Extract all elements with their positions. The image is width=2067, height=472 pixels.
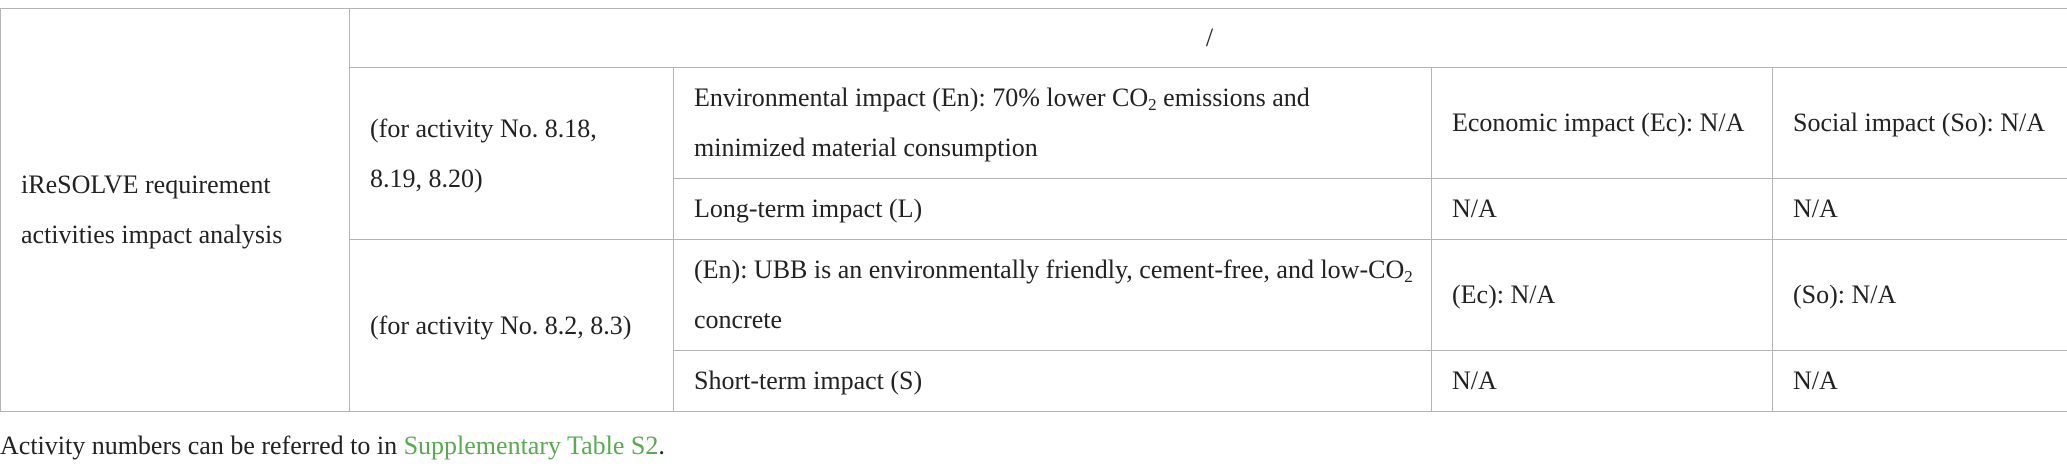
group-a-term-economic-cell: N/A [1431,178,1773,240]
group-b-social-cell: (So): N/A [1771,239,2067,351]
group-a-environmental-text-end: emissions and minimized material consump… [694,83,1310,162]
table-row: Short-term impact (S) N/A N/A [1,350,2067,412]
group-b-label-cell: (for activity No. 8.2, 8.3) [349,239,674,412]
group-b-environmental-text: (En): UBB is an environmentally friendly… [694,255,1405,284]
table-footnote: Activity numbers can be referred to in S… [0,426,665,466]
table-header-row: iReSOLVE requirement activities impact a… [0,8,2067,412]
impact-analysis-table-container: iReSOLVE requirement activities impact a… [0,8,2067,412]
group-a-environmental-cell: Environmental impact (En): 70% lower CO2… [673,67,1432,179]
co2-subscript: 2 [1404,267,1413,286]
row-header-cell: iReSOLVE requirement activities impact a… [0,8,350,412]
group-b-environmental-text-end: concrete [694,305,783,334]
group-b-economic-cell: (Ec): N/A [1431,239,1773,351]
impact-analysis-table: iReSOLVE requirement activities impact a… [0,8,2067,412]
top-header-cell: / [348,8,2067,68]
footnote-period: . [658,431,665,460]
group-b-environmental-cell: (En): UBB is an environmentally friendly… [673,239,1432,351]
group-a-social-cell: Social impact (So): N/A [1771,67,2067,179]
group-a-term-social-cell: N/A [1771,178,2067,240]
group-a-environmental-text: Environmental impact (En): 70% lower CO [694,83,1149,112]
group-b-term-economic-cell: N/A [1431,350,1773,412]
co2-subscript: 2 [1148,95,1157,114]
group-b-impact-term-cell: Short-term impact (S) [673,350,1432,412]
supplementary-table-link[interactable]: Supplementary Table S2 [403,431,659,460]
group-b-term-social-cell: N/A [1771,350,2067,412]
table-row: (for activity No. 8.2, 8.3) (En): UBB is… [1,239,2067,412]
footnote-text: Activity numbers can be referred to in [0,431,404,460]
group-a-impact-term-cell: Long-term impact (L) [673,178,1432,240]
group-a-economic-cell: Economic impact (Ec): N/A [1431,67,1773,179]
group-a-label-cell: (for activity No. 8.18, 8.19, 8.20) [349,67,674,240]
